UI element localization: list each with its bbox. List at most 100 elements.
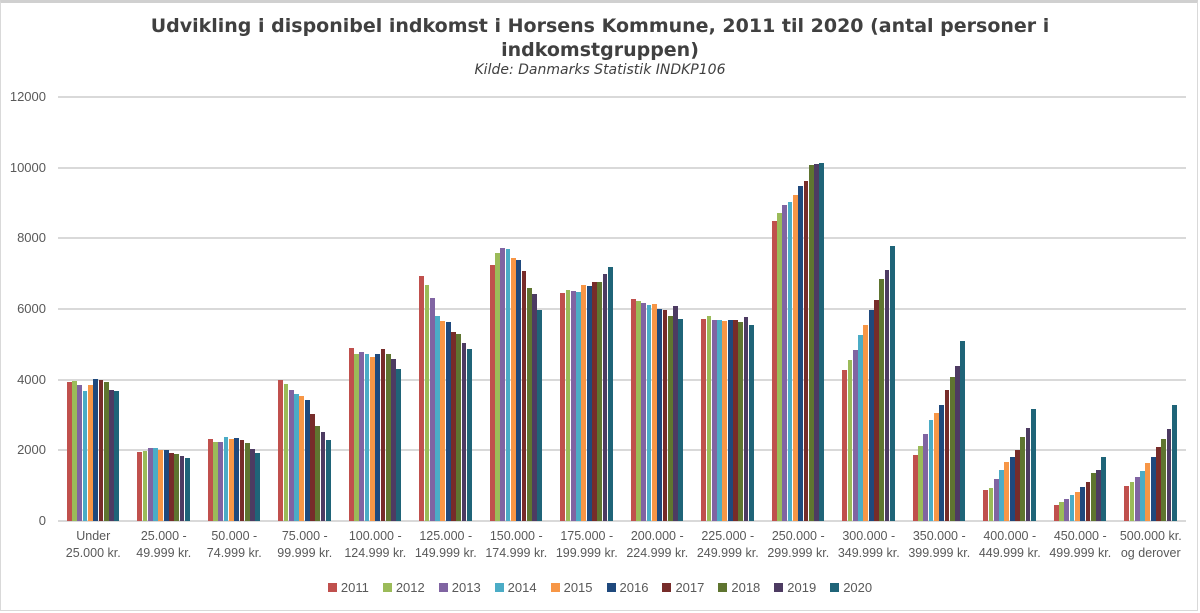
bar-2017 xyxy=(944,390,950,521)
bar-2015 xyxy=(1074,491,1080,521)
y-tick-label: 10000 xyxy=(9,159,46,175)
bar-2018 xyxy=(456,334,462,521)
bar-2013 xyxy=(147,447,153,521)
bar-2019 xyxy=(884,270,890,521)
legend-label: 2011 xyxy=(340,580,369,595)
bar-2012 xyxy=(354,354,359,521)
bar-2018 xyxy=(103,381,109,521)
bar-2011 xyxy=(983,489,989,521)
bar-2014 xyxy=(82,390,88,521)
bar-2014 xyxy=(294,393,299,521)
gridline xyxy=(58,449,1186,452)
bar-2012 xyxy=(213,441,218,521)
bar-2013 xyxy=(1064,499,1070,521)
legend-item-2020: 2020 xyxy=(830,580,872,595)
bar-2016 xyxy=(1080,487,1086,521)
bar-2014 xyxy=(1140,471,1145,521)
bar-2013 xyxy=(641,302,647,521)
bar-2015 xyxy=(228,439,234,521)
bar-2018 xyxy=(526,288,532,521)
chart-title: Udvikling i disponibel indkomst i Horsen… xyxy=(0,14,1200,62)
bar-2014 xyxy=(364,354,370,521)
bar-2017 xyxy=(521,271,527,521)
bar-2015 xyxy=(581,285,587,521)
bar-2012 xyxy=(495,252,500,521)
bar-2020 xyxy=(1030,409,1036,521)
x-category-label: 100.000 - 124.999 kr. xyxy=(344,529,407,560)
legend-label: 2018 xyxy=(731,580,761,595)
bar-2013 xyxy=(218,442,224,521)
bar-2013 xyxy=(923,434,929,521)
legend-swatch-icon xyxy=(662,583,672,592)
bar-2019 xyxy=(1096,470,1101,521)
bar-2018 xyxy=(1090,473,1096,521)
bar-2012 xyxy=(1059,501,1064,521)
bar-2013 xyxy=(429,297,435,521)
x-category-label: 500.000 kr. og derover xyxy=(1119,529,1182,560)
legend-item-2013: 2013 xyxy=(438,580,481,595)
bar-2018 xyxy=(315,425,321,521)
bar-2017 xyxy=(380,348,386,521)
bar-2013 xyxy=(782,205,788,521)
x-category-label: 25.000 - 49.999 kr. xyxy=(136,529,192,560)
bar-2019 xyxy=(814,164,819,521)
bar-2011 xyxy=(348,347,354,521)
bar-2012 xyxy=(706,315,712,521)
bar-2012 xyxy=(424,284,430,521)
bar-2012 xyxy=(847,359,853,521)
bar-2014 xyxy=(646,305,652,521)
bar-2020 xyxy=(396,369,402,521)
bar-2016 xyxy=(1150,457,1156,521)
bar-2020 xyxy=(819,163,825,521)
bar-2016 xyxy=(798,186,804,521)
bar-2013 xyxy=(288,389,294,521)
bar-2020 xyxy=(1101,457,1107,521)
bar-2014 xyxy=(787,202,793,521)
bar-2018 xyxy=(385,354,391,521)
bar-2011 xyxy=(560,293,566,521)
legend-item-2014: 2014 xyxy=(494,580,537,595)
legend-label: 2019 xyxy=(787,580,817,595)
x-category-label: 150.000 - 174.999 kr. xyxy=(485,529,548,560)
bar-2018 xyxy=(244,443,250,521)
x-category-label: 300.000 - 349.999 kr. xyxy=(837,529,900,560)
bar-2020 xyxy=(960,340,966,521)
bar-2013 xyxy=(570,290,576,521)
bar-2017 xyxy=(169,453,174,521)
legend-swatch-icon xyxy=(327,583,337,592)
bar-2011 xyxy=(419,276,425,521)
x-category-label: 200.000 - 224.999 kr. xyxy=(626,529,689,560)
bar-2017 xyxy=(874,300,879,521)
bar-2019 xyxy=(320,431,326,521)
gridline xyxy=(58,96,1186,98)
bar-2017 xyxy=(1085,482,1091,521)
bar-2019 xyxy=(743,316,749,521)
gridline xyxy=(58,308,1186,310)
gridline xyxy=(58,237,1186,240)
bar-2012 xyxy=(988,488,994,521)
bar-2019 xyxy=(1025,428,1031,521)
legend-swatch-icon xyxy=(606,583,616,592)
bar-2013 xyxy=(1134,477,1140,521)
bar-2020 xyxy=(678,318,684,521)
bar-2018 xyxy=(174,453,180,521)
bar-2018 xyxy=(667,316,673,521)
bar-2015 xyxy=(933,413,939,521)
legend-swatch-icon xyxy=(550,583,560,592)
bar-2019 xyxy=(179,456,185,521)
bar-2016 xyxy=(516,260,522,521)
gridline xyxy=(58,166,1186,169)
bar-2015 xyxy=(651,303,657,521)
bar-2017 xyxy=(239,439,245,521)
y-tick-label: 0 xyxy=(38,513,46,528)
x-category-label: 400.000 - 449.999 kr. xyxy=(978,529,1041,560)
x-category-label: 450.000 - 499.999 kr. xyxy=(1049,529,1112,560)
x-category-label: 50.000 - 74.999 kr. xyxy=(206,529,262,560)
x-category-label: 250.000 - 299.999 kr. xyxy=(767,529,830,560)
bar-2020 xyxy=(607,266,613,521)
legend-swatch-icon xyxy=(382,583,392,592)
y-tick-label: 8000 xyxy=(17,230,46,246)
bar-2014 xyxy=(858,335,863,521)
bar-2013 xyxy=(77,384,83,521)
bar-2011 xyxy=(137,452,143,521)
